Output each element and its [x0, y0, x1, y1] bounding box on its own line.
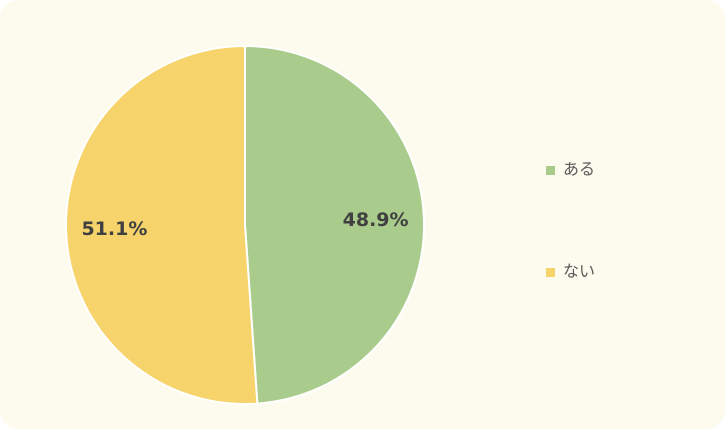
- pie-slice: [65, 44, 259, 405]
- legend-marker: [546, 166, 555, 175]
- pie-slice: [244, 44, 425, 405]
- legend-marker: [546, 268, 555, 277]
- legend-label: ない: [563, 262, 595, 281]
- legend-label: ある: [563, 160, 595, 179]
- data-label: 48.9%: [343, 209, 409, 231]
- data-label: 51.1%: [81, 218, 147, 240]
